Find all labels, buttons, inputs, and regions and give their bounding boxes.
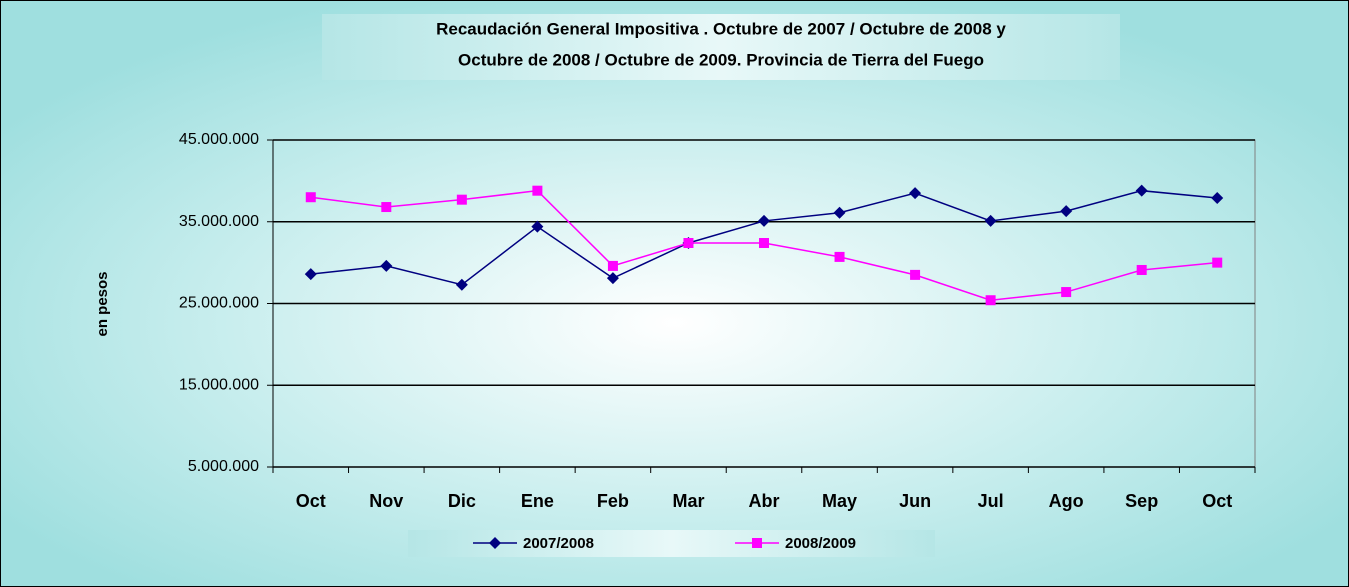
point <box>1135 184 1148 197</box>
point <box>985 295 996 306</box>
x-tick-label: Abr <box>749 491 780 511</box>
x-tick-label: Jun <box>899 491 931 511</box>
point <box>1060 205 1073 218</box>
legend-label: 2008/2009 <box>785 535 856 552</box>
point <box>455 278 468 291</box>
x-tick-label: Oct <box>1202 491 1232 511</box>
point <box>752 538 762 548</box>
point <box>380 259 393 272</box>
point <box>607 260 618 271</box>
x-tick-label: Mar <box>672 491 704 511</box>
y-tick-label: 25.000.000 <box>179 295 259 312</box>
point <box>759 238 769 249</box>
x-tick-label: Sep <box>1125 491 1158 511</box>
point <box>833 206 846 219</box>
x-tick-label: May <box>822 491 857 511</box>
point <box>909 187 922 200</box>
chart-title: Recaudación General Impositiva . Octubre… <box>436 19 1006 38</box>
point <box>834 251 845 262</box>
x-tick-label: Nov <box>369 491 403 511</box>
point <box>456 194 467 205</box>
title-box <box>322 14 1120 80</box>
point <box>381 202 392 213</box>
y-tick-label: 45.000.000 <box>179 131 259 148</box>
y-tick-label: 15.000.000 <box>179 376 259 393</box>
y-tick-label: 5.000.000 <box>188 458 259 475</box>
y-axis-label: en pesos <box>94 271 111 336</box>
point <box>1061 287 1072 298</box>
x-tick-label: Ene <box>521 491 554 511</box>
x-tick-label: Dic <box>448 491 476 511</box>
point <box>304 268 317 281</box>
point <box>1136 264 1147 275</box>
point <box>1211 192 1224 205</box>
x-tick-label: Jul <box>978 491 1004 511</box>
point <box>984 214 997 227</box>
point <box>531 220 544 233</box>
x-tick-label: Oct <box>296 491 326 511</box>
x-tick-label: Feb <box>597 491 629 511</box>
point <box>532 185 543 196</box>
point <box>489 537 501 549</box>
chart-title: Octubre de 2008 / Octubre de 2009. Provi… <box>458 50 984 69</box>
point <box>910 269 921 280</box>
y-tick-label: 35.000.000 <box>179 213 259 230</box>
legend-label: 2007/2008 <box>523 535 594 552</box>
point <box>606 272 619 285</box>
point <box>758 214 770 227</box>
point <box>683 238 694 249</box>
x-tick-label: Ago <box>1049 491 1084 511</box>
point <box>1212 257 1223 268</box>
point <box>305 192 316 203</box>
